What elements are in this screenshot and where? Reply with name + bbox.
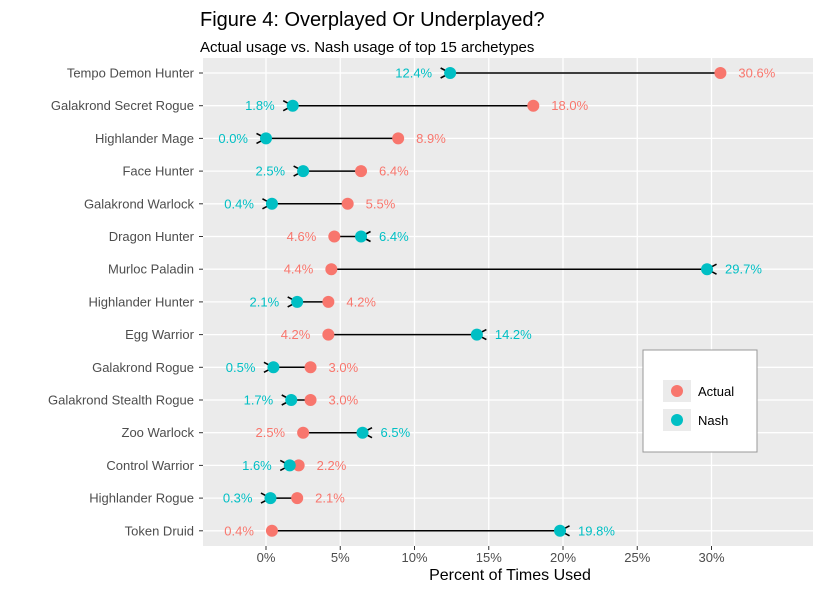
actual-value-label: 3.0% [329,360,359,375]
actual-point [392,132,405,145]
nash-point [283,459,296,472]
nash-point [355,230,368,243]
nash-value-label: 29.7% [725,262,762,277]
nash-value-label: 0.4% [224,196,254,211]
legend-box [642,349,758,453]
chart-subtitle: Actual usage vs. Nash usage of top 15 ar… [200,39,534,56]
actual-point [292,459,305,472]
category-label: Egg Warrior [125,327,195,342]
legend-key-actual [671,385,683,397]
category-label: Dragon Hunter [109,229,195,244]
x-tick-label: 15% [476,550,502,565]
nash-point [264,492,277,505]
actual-point [297,426,310,439]
actual-value-label: 30.6% [738,66,775,81]
nash-point [260,132,272,145]
category-label: Token Druid [125,523,194,538]
nash-value-label: 0.0% [218,131,248,146]
nash-value-label: 19.8% [578,523,615,538]
nash-value-label: 0.3% [223,491,253,506]
category-label: Zoo Warlock [122,425,195,440]
actual-value-label: 2.2% [317,458,347,473]
x-tick-label: 10% [401,550,427,565]
actual-point [304,394,317,406]
category-label: Galakrond Warlock [84,196,195,211]
x-tick-label: 30% [698,550,724,565]
actual-value-label: 0.4% [224,523,254,538]
actual-value-label: 18.0% [551,98,588,113]
chart-title: Figure 4: Overplayed Or Underplayed? [200,9,545,31]
x-axis-title: Percent of Times Used [429,567,591,584]
category-label: Tempo Demon Hunter [67,66,195,81]
actual-point [527,99,540,112]
actual-point [322,295,335,308]
category-label: Galakrond Secret Rogue [51,98,194,113]
actual-value-label: 4.2% [346,294,376,309]
nash-point [267,361,280,374]
x-tick-label: 5% [331,550,350,565]
nash-point [701,263,714,276]
category-label: Highlander Rogue [89,491,194,506]
actual-point [341,197,354,210]
x-tick-label: 0% [257,550,276,565]
actual-point [291,492,304,505]
nash-value-label: 6.4% [379,229,409,244]
nash-point [265,197,278,210]
actual-point [325,263,338,276]
category-label: Highlander Mage [95,131,194,146]
actual-point [355,165,368,178]
nash-point [554,524,567,537]
nash-value-label: 2.5% [255,164,285,179]
nash-value-label: 1.6% [242,458,272,473]
actual-value-label: 5.5% [366,196,396,211]
category-label: Highlander Hunter [88,294,194,309]
nash-value-label: 1.8% [245,98,275,113]
category-label: Murloc Paladin [108,262,194,277]
nash-value-label: 0.5% [226,360,256,375]
actual-value-label: 8.9% [416,131,446,146]
nash-point [356,426,369,439]
actual-point [265,524,278,537]
actual-value-label: 4.2% [281,327,311,342]
nash-point [285,394,298,406]
category-label: Face Hunter [122,164,194,179]
x-axis-ticks: 0% 5% 10% 15% 20% 25% 30% [257,546,725,565]
category-label: Galakrond Rogue [92,360,194,375]
category-label: Galakrond Stealth Rogue [48,393,194,408]
legend-label-actual: Actual [698,384,734,399]
actual-point [322,328,335,341]
nash-value-label: 1.7% [244,393,274,408]
actual-point [714,67,727,79]
legend-key-nash [671,414,683,426]
actual-value-label: 2.1% [315,491,345,506]
legend-label-nash: Nash [698,413,728,428]
actual-point [328,230,341,243]
nash-point [297,165,310,178]
actual-value-label: 2.5% [255,425,285,440]
actual-value-label: 6.4% [379,164,409,179]
nash-value-label: 14.2% [495,327,532,342]
nash-point [470,328,483,341]
category-label: Control Warrior [106,458,194,473]
category-labels: Tempo Demon Hunter Galakrond Secret Rogue… [48,66,203,538]
nash-value-label: 12.4% [395,66,432,81]
nash-point [286,99,299,112]
actual-point [304,361,317,374]
legend: Actual Nash [642,349,758,453]
nash-value-label: 2.1% [250,294,280,309]
actual-value-label: 3.0% [329,393,359,408]
data-marks: 30.6% 12.4% 18.0% 1.8% 8.9% 0.0% 6.4% 2.5% 5.5% 0… [218,66,775,539]
x-tick-label: 20% [550,550,576,565]
nash-point [444,67,457,79]
nash-point [291,295,304,308]
actual-value-label: 4.6% [287,229,317,244]
nash-value-label: 6.5% [381,425,411,440]
x-tick-label: 25% [624,550,650,565]
actual-value-label: 4.4% [284,262,314,277]
